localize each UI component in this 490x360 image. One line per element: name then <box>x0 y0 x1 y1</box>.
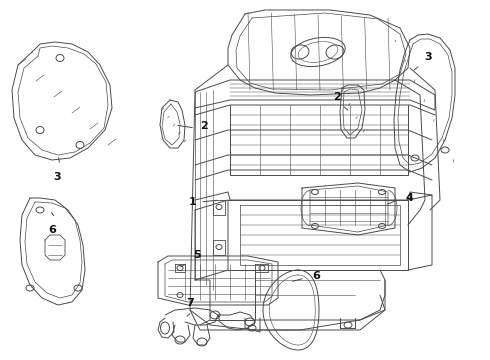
Text: 4: 4 <box>405 193 413 203</box>
Text: 6: 6 <box>312 271 320 281</box>
Text: 7: 7 <box>186 298 194 308</box>
Text: 2: 2 <box>200 121 208 131</box>
Text: 3: 3 <box>424 52 432 62</box>
Text: 3: 3 <box>53 172 61 182</box>
Text: 2: 2 <box>333 92 341 102</box>
Text: 6: 6 <box>48 225 56 235</box>
Text: 1: 1 <box>189 197 197 207</box>
Text: 5: 5 <box>193 250 200 260</box>
